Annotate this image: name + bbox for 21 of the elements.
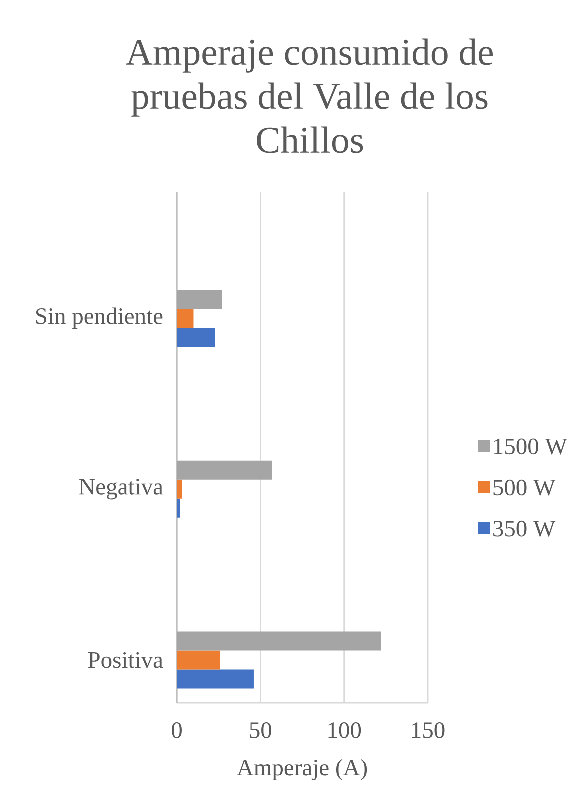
- x-tick-label: 0: [172, 722, 182, 738]
- bar: [177, 290, 222, 309]
- bar: [177, 308, 194, 328]
- legend-label: 1500 W: [494, 438, 568, 455]
- y-tick-label: Positiva: [88, 652, 164, 668]
- y-tick-label: Negativa: [79, 479, 164, 500]
- bar: [177, 480, 182, 499]
- legend-label: 350 W: [494, 520, 556, 537]
- bar: [177, 650, 221, 670]
- bar: [177, 460, 272, 480]
- chart-title: Amperaje consumido de pruebas del Valle de los Chillos: [126, 38, 493, 154]
- y-tick-label: Sin pendiente: [36, 308, 163, 330]
- bar: [177, 498, 180, 518]
- bar: [177, 328, 216, 347]
- x-axis-title: Amperaje (A): [237, 759, 368, 781]
- x-tick-label: 100: [328, 722, 362, 738]
- x-tick-label: 50: [250, 722, 272, 738]
- x-tick-label: 150: [412, 722, 445, 738]
- bar: [177, 632, 382, 651]
- legend-label: 500 W: [494, 480, 556, 496]
- bar: [177, 670, 254, 689]
